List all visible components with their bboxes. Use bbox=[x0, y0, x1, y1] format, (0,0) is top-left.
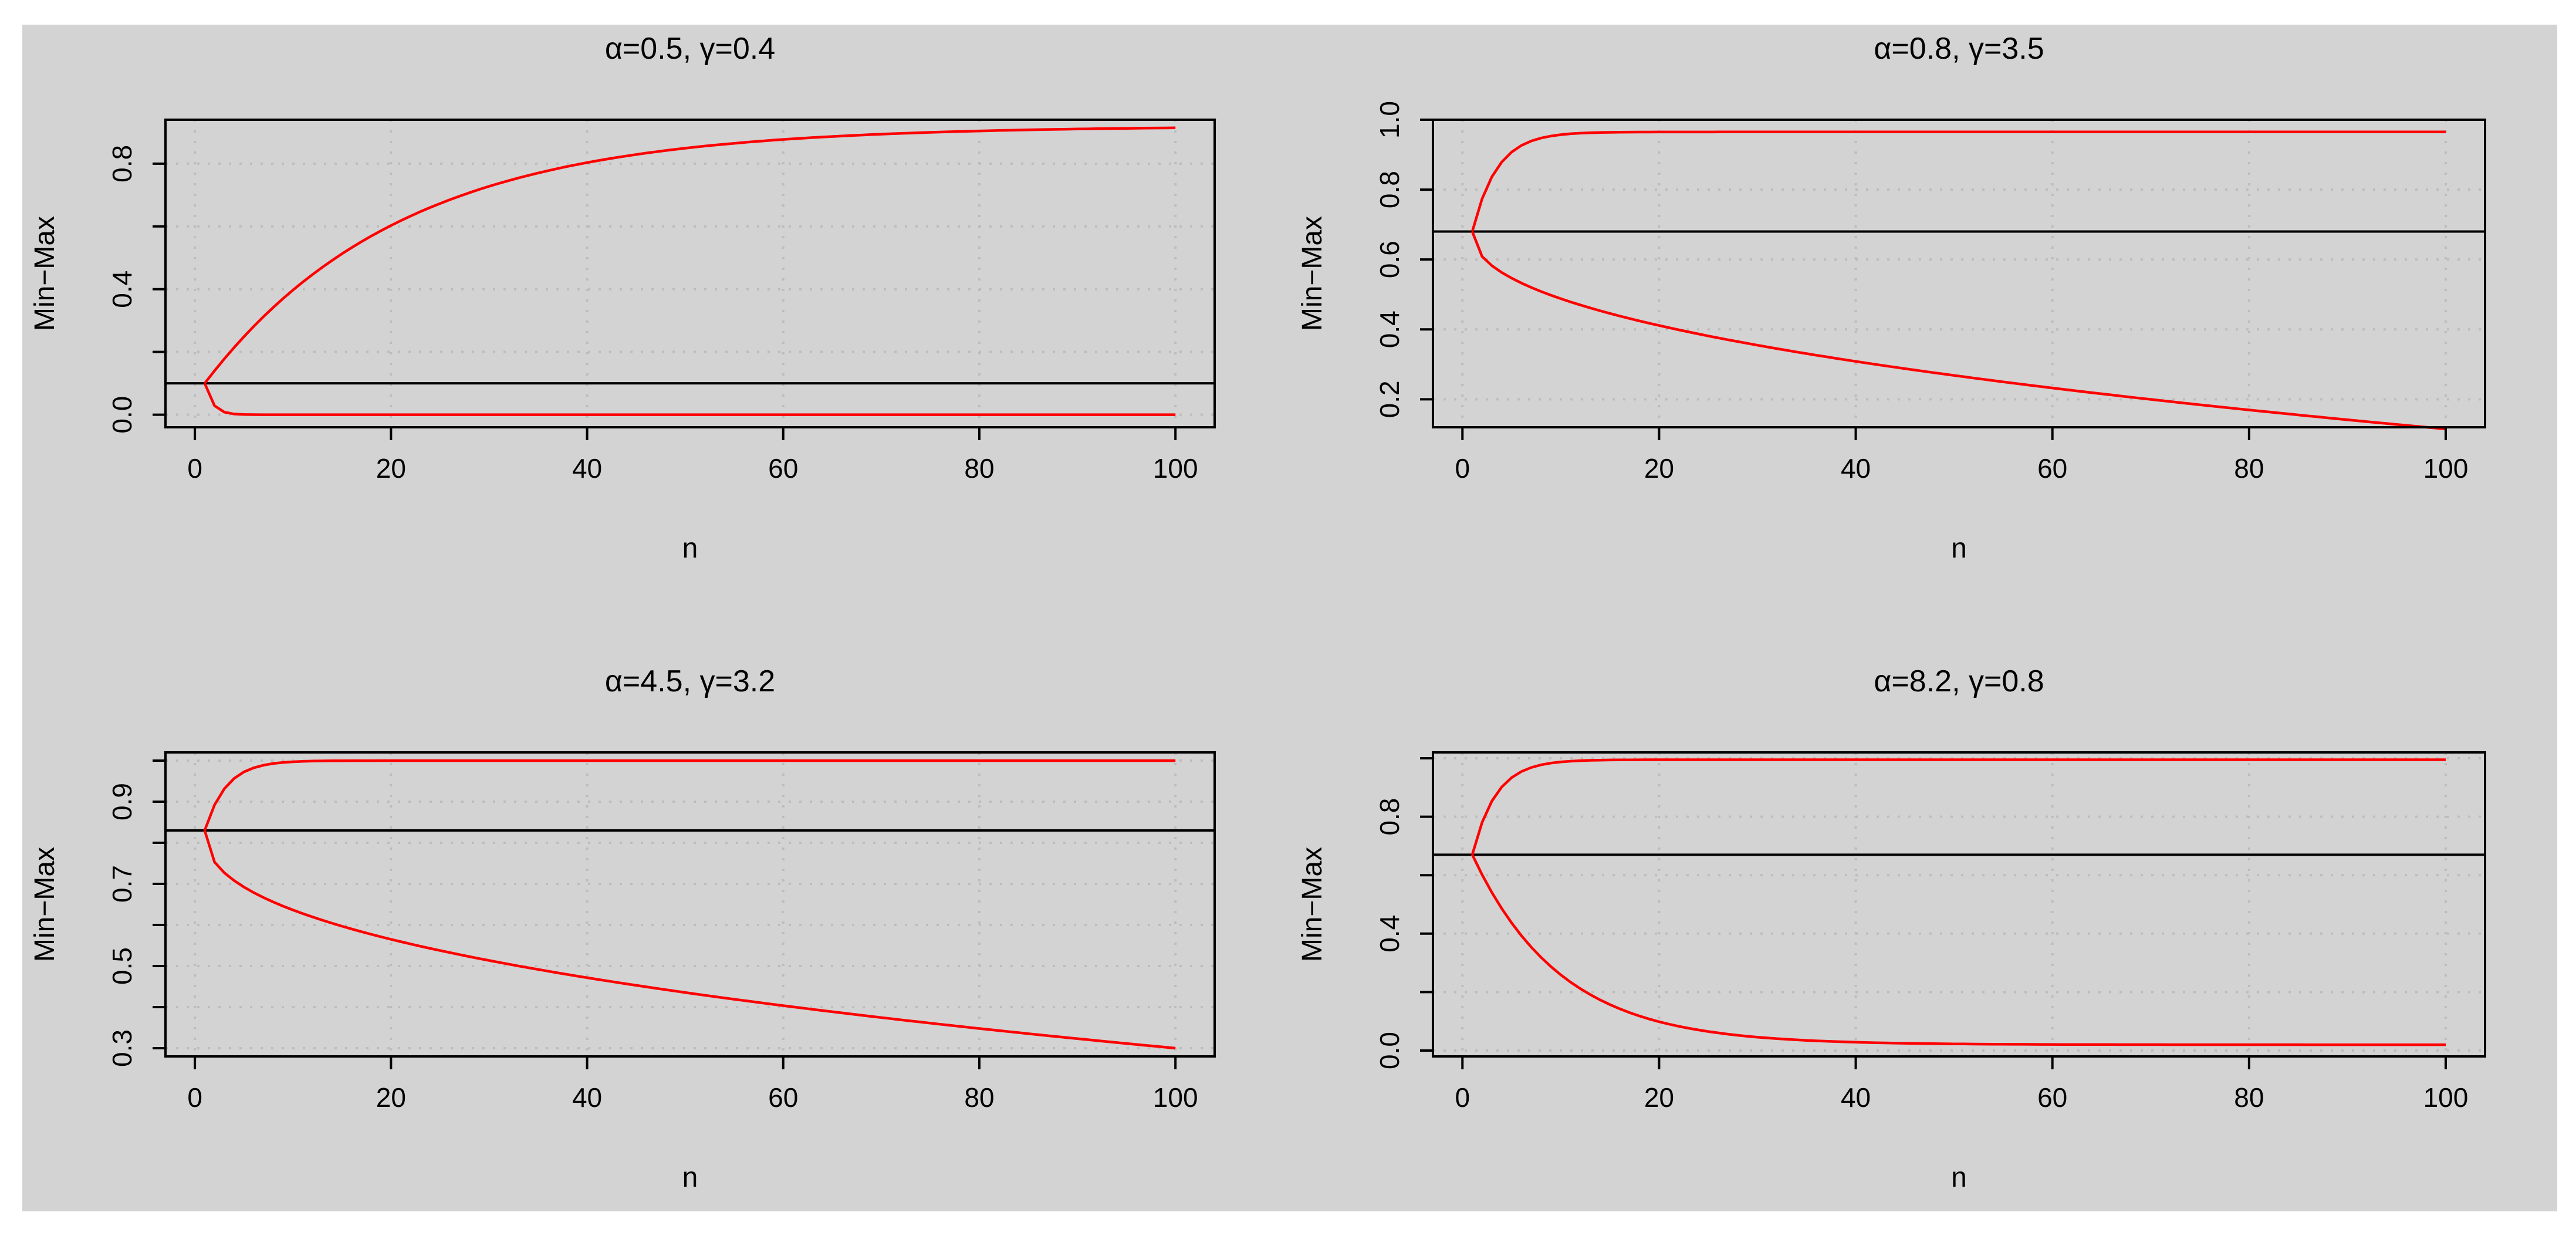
x-axis-label: n bbox=[1951, 1162, 1967, 1193]
lower-series-line bbox=[1470, 231, 2446, 431]
x-tick-label: 40 bbox=[1841, 453, 1871, 484]
x-tick-label: 80 bbox=[2234, 453, 2264, 484]
y-axis-label: Min−Max bbox=[29, 847, 60, 962]
y-tick-label: 0.8 bbox=[107, 145, 137, 183]
chart-title: α=8.2, γ=0.8 bbox=[1874, 664, 2044, 698]
chart-panel-1: 0 20 40 60 80 100 0.0 0.4 0.8 α=0.5, γ=0.4 n Min−Ma… bbox=[29, 32, 1216, 564]
x-tick-label: 80 bbox=[964, 453, 994, 484]
y-tick-label: 0.4 bbox=[107, 271, 137, 308]
x-tick-label: 0 bbox=[1455, 453, 1470, 484]
y-tick-label: 0.8 bbox=[1374, 171, 1405, 208]
lower-series-line bbox=[1470, 854, 2446, 1046]
y-tick-label: 0.7 bbox=[107, 865, 137, 903]
upper-series-line bbox=[204, 126, 1176, 384]
x-tick-label: 80 bbox=[964, 1082, 994, 1113]
x-tick-label: 0 bbox=[187, 453, 202, 484]
y-tick-label: 0.0 bbox=[1374, 1032, 1405, 1069]
x-axis-label: n bbox=[682, 533, 698, 564]
x-tick-label: 100 bbox=[1153, 1082, 1198, 1113]
x-tick-label: 60 bbox=[768, 453, 798, 484]
upper-series-line bbox=[1470, 758, 2446, 855]
y-tick-label: 0.5 bbox=[107, 947, 137, 985]
plot-frame bbox=[1432, 119, 2486, 428]
x-tick-label: 100 bbox=[2423, 1082, 2469, 1113]
x-tick-label: 80 bbox=[2234, 1082, 2264, 1113]
upper-series-line bbox=[1470, 130, 2446, 232]
chart-title: α=4.5, γ=3.2 bbox=[605, 664, 775, 698]
y-tick-label: 0.8 bbox=[1374, 798, 1405, 836]
y-axis-label: Min−Max bbox=[1297, 216, 1328, 331]
y-axis-label: Min−Max bbox=[29, 216, 60, 331]
y-axis-label: Min−Max bbox=[1297, 847, 1328, 962]
y-tick-label: 0.4 bbox=[1374, 310, 1405, 348]
y-tick-label: 0.2 bbox=[1374, 380, 1405, 418]
chart-title: α=0.5, γ=0.4 bbox=[605, 32, 775, 66]
y-tick-label: 0.9 bbox=[107, 783, 137, 820]
x-axis-label: n bbox=[682, 1162, 698, 1193]
x-tick-label: 60 bbox=[2037, 453, 2067, 484]
x-tick-label: 60 bbox=[768, 1082, 798, 1113]
x-tick-label: 40 bbox=[1841, 1082, 1871, 1113]
x-tick-label: 20 bbox=[376, 1082, 406, 1113]
x-tick-label: 0 bbox=[187, 1082, 202, 1113]
y-tick-label: 0.3 bbox=[107, 1029, 137, 1067]
plot-frame bbox=[164, 751, 1216, 1058]
upper-series-line bbox=[203, 759, 1176, 831]
x-tick-label: 20 bbox=[1644, 1082, 1674, 1113]
x-tick-label: 20 bbox=[376, 453, 406, 484]
plot-frame bbox=[1432, 751, 2486, 1058]
grid bbox=[1433, 752, 2485, 1056]
lower-series-line bbox=[203, 383, 1176, 416]
x-tick-label: 0 bbox=[1455, 1082, 1470, 1113]
chart-panel-2: 0 20 40 60 80 100 0.2 0.4 0.6 0.8 1.0 α=0.8, γ=3.5 n… bbox=[1297, 32, 2486, 564]
y-tick-label: 0.4 bbox=[1374, 915, 1405, 953]
chart-title: α=0.8, γ=3.5 bbox=[1874, 32, 2044, 66]
x-tick-label: 40 bbox=[572, 1082, 602, 1113]
plot-frame bbox=[164, 119, 1216, 428]
x-axis-label: n bbox=[1951, 533, 1967, 564]
y-tick-label: 1.0 bbox=[1374, 101, 1405, 139]
x-tick-label: 60 bbox=[2037, 1082, 2067, 1113]
y-tick-label: 0.6 bbox=[1374, 241, 1405, 278]
figure-background bbox=[22, 25, 2557, 1211]
x-tick-label: 20 bbox=[1644, 453, 1674, 484]
chart-panel-4: 0 20 40 60 80 100 0.0 0.4 0.8 α=8.2, γ=0.8 n Min−Ma… bbox=[1297, 664, 2486, 1193]
lower-series-line bbox=[203, 830, 1176, 1050]
x-tick-label: 100 bbox=[1153, 453, 1198, 484]
chart-panel-3: 0 20 40 60 80 100 0.3 0.5 0.7 0.9 α=4.5, γ=3.2 n Min… bbox=[29, 664, 1216, 1193]
x-tick-label: 100 bbox=[2423, 453, 2469, 484]
y-tick-label: 0.0 bbox=[107, 396, 137, 434]
x-tick-label: 40 bbox=[572, 453, 602, 484]
